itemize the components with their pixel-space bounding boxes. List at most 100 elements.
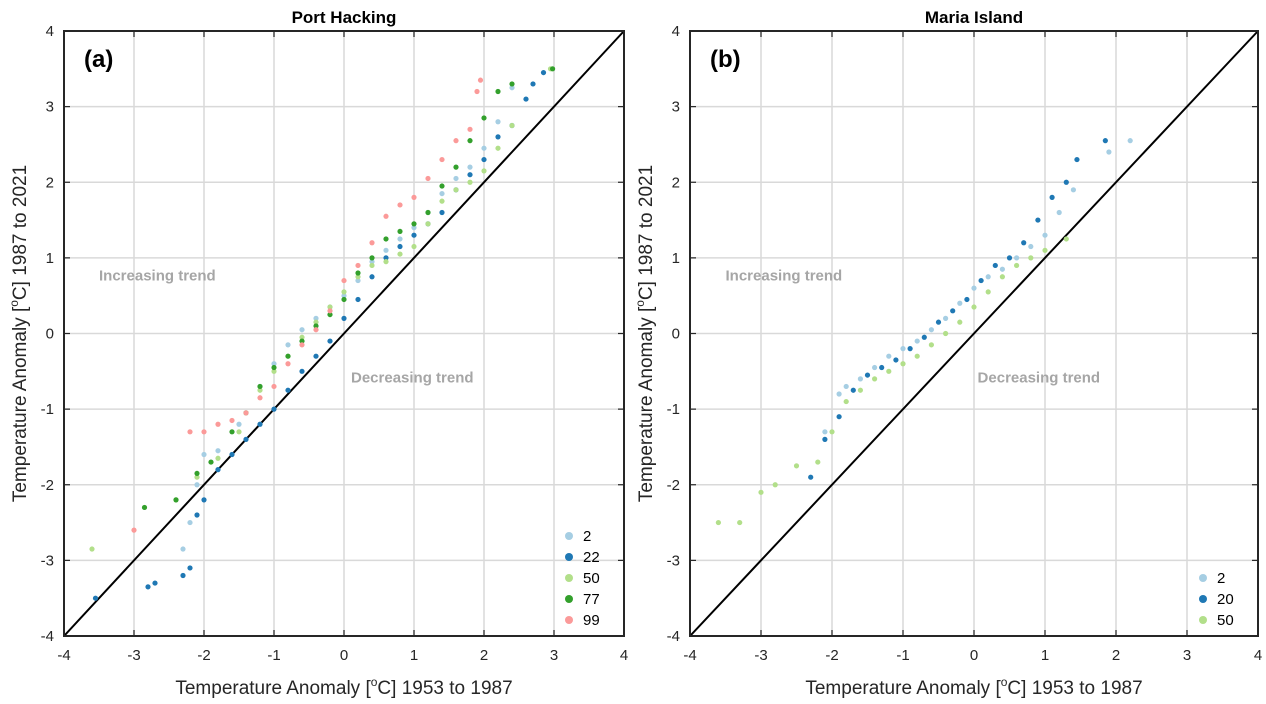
plot-frame: [689, 30, 1259, 637]
x-axis-label-post: C] 1953 to 1987: [377, 678, 512, 699]
y-tick-label: -4: [667, 628, 680, 645]
y-tick-label: 0: [672, 326, 680, 343]
y-axis-label-post: C] 1987 to 2021: [636, 165, 657, 300]
legend-marker-2: [1199, 574, 1207, 582]
x-axis-label: Temperature Anomaly [oC] 1953 to 1987: [805, 675, 1142, 699]
point-series-2: [341, 293, 347, 299]
point-series-2: [383, 247, 389, 253]
point-series-50: [900, 361, 906, 367]
point-series-99: [474, 88, 480, 95]
x-tick-label: -1: [896, 647, 909, 664]
point-series-99: [369, 240, 375, 246]
point-series-77: [550, 66, 556, 72]
point-series-20: [1063, 179, 1069, 185]
point-series-22: [145, 584, 151, 590]
point-series-22: [194, 512, 200, 518]
point-series-20: [1074, 156, 1080, 163]
point-series-50: [194, 474, 200, 480]
point-series-99: [271, 383, 277, 390]
point-series-99: [257, 395, 263, 401]
x-tick-label: -1: [267, 647, 280, 664]
point-series-77: [411, 221, 417, 227]
point-series-77: [355, 270, 361, 276]
point-series-2: [1014, 255, 1020, 261]
point-series-50: [928, 342, 935, 348]
point-series-20: [935, 319, 942, 325]
x-axis-label: Temperature Anomaly [oC] 1953 to 1987: [175, 675, 512, 699]
x-tick-label: 4: [620, 647, 628, 664]
point-series-99: [477, 77, 484, 83]
point-series-2: [914, 338, 920, 344]
y-tick-label: -2: [667, 477, 680, 494]
point-series-2: [1070, 187, 1076, 193]
point-series-50: [886, 368, 892, 374]
x-axis-label-post: C] 1953 to 1987: [1007, 678, 1142, 699]
point-series-20: [808, 474, 814, 480]
point-series-22: [201, 497, 207, 503]
point-series-2: [886, 353, 892, 359]
point-series-2: [900, 346, 906, 352]
point-series-50: [89, 546, 95, 552]
point-series-50: [271, 368, 277, 374]
point-series-99: [229, 417, 235, 424]
point-series-77: [141, 504, 148, 511]
point-series-50: [1042, 247, 1048, 253]
point-series-22: [383, 255, 389, 261]
point-series-2: [481, 145, 487, 151]
point-series-77: [397, 228, 403, 235]
x-tick-label: 3: [550, 647, 558, 664]
point-series-22: [530, 81, 536, 87]
trend-annotation: Decreasing trend: [978, 370, 1101, 387]
point-series-50: [829, 429, 835, 435]
point-series-50: [481, 168, 487, 174]
y-tick-label: 3: [46, 99, 54, 116]
point-series-22: [481, 156, 487, 163]
point-series-22: [523, 96, 529, 102]
point-series-20: [921, 334, 927, 340]
point-series-50: [397, 251, 403, 257]
legend-label-20: 20: [1217, 591, 1234, 608]
point-series-22: [229, 451, 235, 458]
point-series-50: [1028, 255, 1034, 261]
point-series-20: [950, 308, 956, 314]
point-series-77: [313, 323, 319, 329]
legend-marker-99: [565, 616, 573, 624]
point-series-50: [843, 398, 849, 405]
y-tick-label: -3: [41, 552, 54, 569]
point-series-50: [355, 274, 361, 280]
point-series-2: [1056, 209, 1062, 216]
point-series-22: [411, 232, 417, 238]
panel-title: Port Hacking: [292, 8, 397, 27]
point-series-99: [467, 126, 473, 132]
y-tick-label: 4: [46, 23, 54, 40]
legend-marker-20: [1199, 595, 1207, 603]
one-to-one-line: [63, 30, 625, 637]
point-series-2: [299, 327, 305, 333]
legend-label-50: 50: [1217, 612, 1234, 629]
legend-label-2: 2: [1217, 570, 1225, 587]
point-series-22: [341, 315, 347, 321]
point-series-20: [879, 364, 885, 371]
y-axis-label-sup: o: [633, 300, 647, 307]
point-series-99: [299, 342, 305, 348]
point-series-2: [495, 119, 501, 125]
point-series-2: [836, 391, 842, 397]
legend-label-50: 50: [583, 570, 600, 587]
point-series-77: [467, 138, 473, 144]
point-series-50: [425, 221, 431, 227]
y-tick-label: 2: [672, 174, 680, 191]
point-series-77: [327, 311, 333, 318]
legend-marker-50: [1199, 616, 1207, 624]
point-series-50: [341, 289, 347, 295]
point-series-50: [737, 519, 743, 526]
point-series-50: [467, 179, 473, 185]
legend-label-99: 99: [583, 612, 600, 629]
x-axis-label-sup: o: [1001, 675, 1008, 689]
point-series-22: [180, 572, 186, 579]
point-series-20: [1021, 240, 1027, 246]
point-series-99: [453, 138, 459, 144]
point-series-2: [180, 546, 186, 552]
point-series-50: [985, 289, 991, 295]
point-series-2: [467, 164, 473, 170]
